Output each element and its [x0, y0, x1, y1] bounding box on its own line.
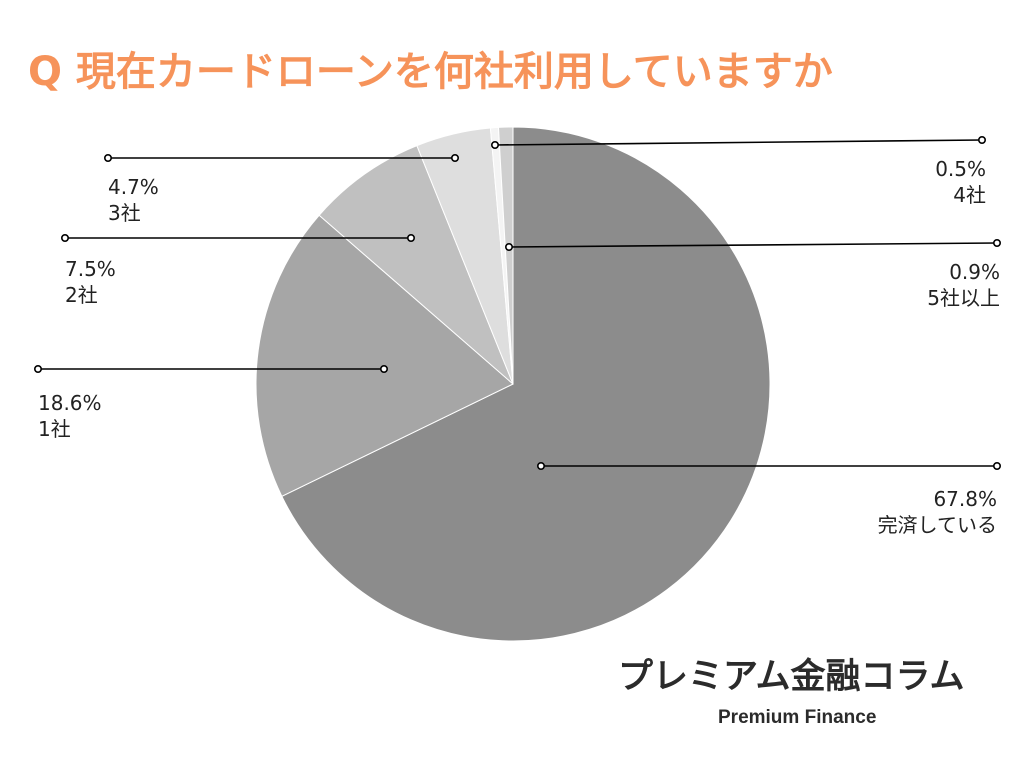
- brand-logo-japanese: プレミアム金融コラム: [618, 657, 965, 697]
- slice-value-label-4: 4.7%: [108, 175, 159, 199]
- leader-dot-4-1: [450, 154, 459, 163]
- leader-line-6: [508, 242, 998, 248]
- slice-category-label-4: 3社: [108, 201, 141, 225]
- brand-logo-english: Premium Finance: [718, 707, 877, 728]
- slice-category-label-1: 完済している: [878, 513, 997, 537]
- chart-title: Q 現在カードローンを何社利用していますか: [28, 49, 833, 95]
- leader-dot-2-2: [33, 364, 42, 373]
- slice-labels: 67.8%完済している 18.6%1社 7.5%2社 4.7%3社 0.5%4社 0.9%…: [33, 136, 1001, 537]
- slice-value-label-6: 0.9%: [949, 260, 1000, 284]
- slice-value-label-2: 18.6%: [38, 391, 102, 415]
- leader-dot-4-2: [104, 154, 113, 163]
- slice-value-label-5: 0.5%: [935, 157, 986, 181]
- pie-slices: [255, 126, 771, 642]
- leader-dot-5-1: [490, 141, 499, 150]
- slice-value-label-1: 67.8%: [933, 487, 997, 511]
- slice-category-label-2: 1社: [38, 417, 71, 441]
- slice-value-label-3: 7.5%: [65, 257, 116, 281]
- leader-line-5: [494, 139, 983, 146]
- pie-slice-2: [255, 214, 514, 498]
- pie-slice-3: [318, 144, 514, 385]
- leader-dot-5-2: [977, 136, 986, 145]
- leader-dot-3-2: [60, 234, 69, 243]
- leader-dot-6-2: [992, 239, 1001, 248]
- slice-category-label-6: 5社以上: [927, 286, 1000, 310]
- leader-dot-3-1: [406, 234, 415, 243]
- slice-category-label-5: 4社: [953, 183, 986, 207]
- pie-slice-6: [497, 126, 514, 385]
- leader-dot-1-2: [992, 461, 1001, 470]
- pie-slice-1: [281, 126, 771, 642]
- leader-dot-1-1: [536, 461, 545, 470]
- slice-category-label-3: 2社: [65, 283, 98, 307]
- leader-dot-6-1: [504, 243, 513, 252]
- leader-dot-2-1: [379, 364, 388, 373]
